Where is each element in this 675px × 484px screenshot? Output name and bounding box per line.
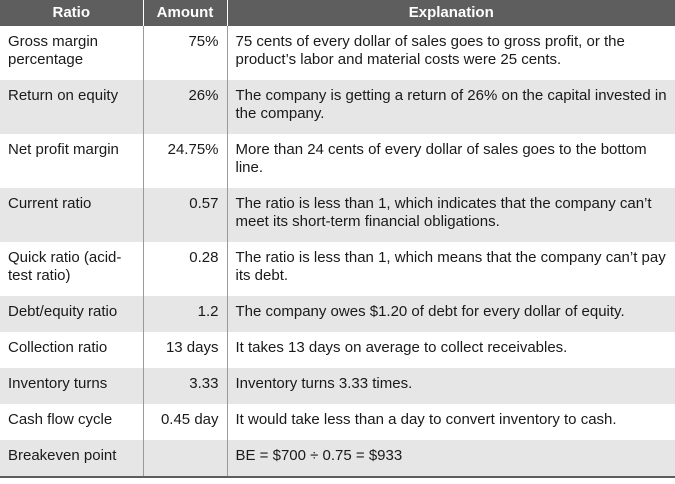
table-row: Debt/equity ratio 1.2 The company owes $… (0, 296, 675, 332)
ratio-cell: Quick ratio (acid-test ratio) (0, 242, 144, 296)
table-row: Gross margin percentage 75% 75 cents of … (0, 26, 675, 80)
amount-cell: 24.75% (143, 134, 228, 188)
explanation-cell: The company owes $1.20 of debt for every… (227, 296, 675, 332)
amount-cell: 1.2 (143, 296, 228, 332)
table-row: Cash flow cycle 0.45 day It would take l… (0, 404, 675, 440)
explanation-cell: The company is getting a return of 26% o… (227, 80, 675, 134)
amount-cell: 13 days (143, 332, 228, 368)
table-header: Ratio Amount Explanation (0, 0, 675, 26)
amount-cell: 0.28 (143, 242, 228, 296)
table-row: Inventory turns 3.33 Inventory turns 3.3… (0, 368, 675, 404)
header-row: Ratio Amount Explanation (0, 0, 675, 26)
explanation-cell: The ratio is less than 1, which means th… (227, 242, 675, 296)
header-amount: Amount (143, 0, 228, 26)
amount-cell: 26% (143, 80, 228, 134)
explanation-cell: It would take less than a day to convert… (227, 404, 675, 440)
header-explanation: Explanation (227, 0, 675, 26)
explanation-cell: The ratio is less than 1, which indicate… (227, 188, 675, 242)
table-row: Return on equity 26% The company is gett… (0, 80, 675, 134)
amount-cell: 0.57 (143, 188, 228, 242)
table-row: Quick ratio (acid-test ratio) 0.28 The r… (0, 242, 675, 296)
explanation-cell: BE = $700 ÷ 0.75 = $933 (227, 440, 675, 478)
ratio-cell: Net profit margin (0, 134, 144, 188)
amount-cell (143, 440, 228, 478)
ratio-cell: Debt/equity ratio (0, 296, 144, 332)
ratio-cell: Cash flow cycle (0, 404, 144, 440)
ratio-cell: Return on equity (0, 80, 144, 134)
table-body: Gross margin percentage 75% 75 cents of … (0, 26, 675, 478)
amount-cell: 3.33 (143, 368, 228, 404)
ratio-cell: Inventory turns (0, 368, 144, 404)
explanation-cell: It takes 13 days on average to collect r… (227, 332, 675, 368)
explanation-cell: More than 24 cents of every dollar of sa… (227, 134, 675, 188)
explanation-cell: Inventory turns 3.33 times. (227, 368, 675, 404)
amount-cell: 75% (143, 26, 228, 80)
table-row: Collection ratio 13 days It takes 13 day… (0, 332, 675, 368)
table-row: Current ratio 0.57 The ratio is less tha… (0, 188, 675, 242)
ratio-cell: Gross margin percentage (0, 26, 144, 80)
ratio-cell: Collection ratio (0, 332, 144, 368)
table-row: Breakeven point BE = $700 ÷ 0.75 = $933 (0, 440, 675, 478)
ratio-cell: Breakeven point (0, 440, 144, 478)
header-ratio: Ratio (0, 0, 144, 26)
table-row: Net profit margin 24.75% More than 24 ce… (0, 134, 675, 188)
explanation-cell: 75 cents of every dollar of sales goes t… (227, 26, 675, 80)
ratio-cell: Current ratio (0, 188, 144, 242)
amount-cell: 0.45 day (143, 404, 228, 440)
